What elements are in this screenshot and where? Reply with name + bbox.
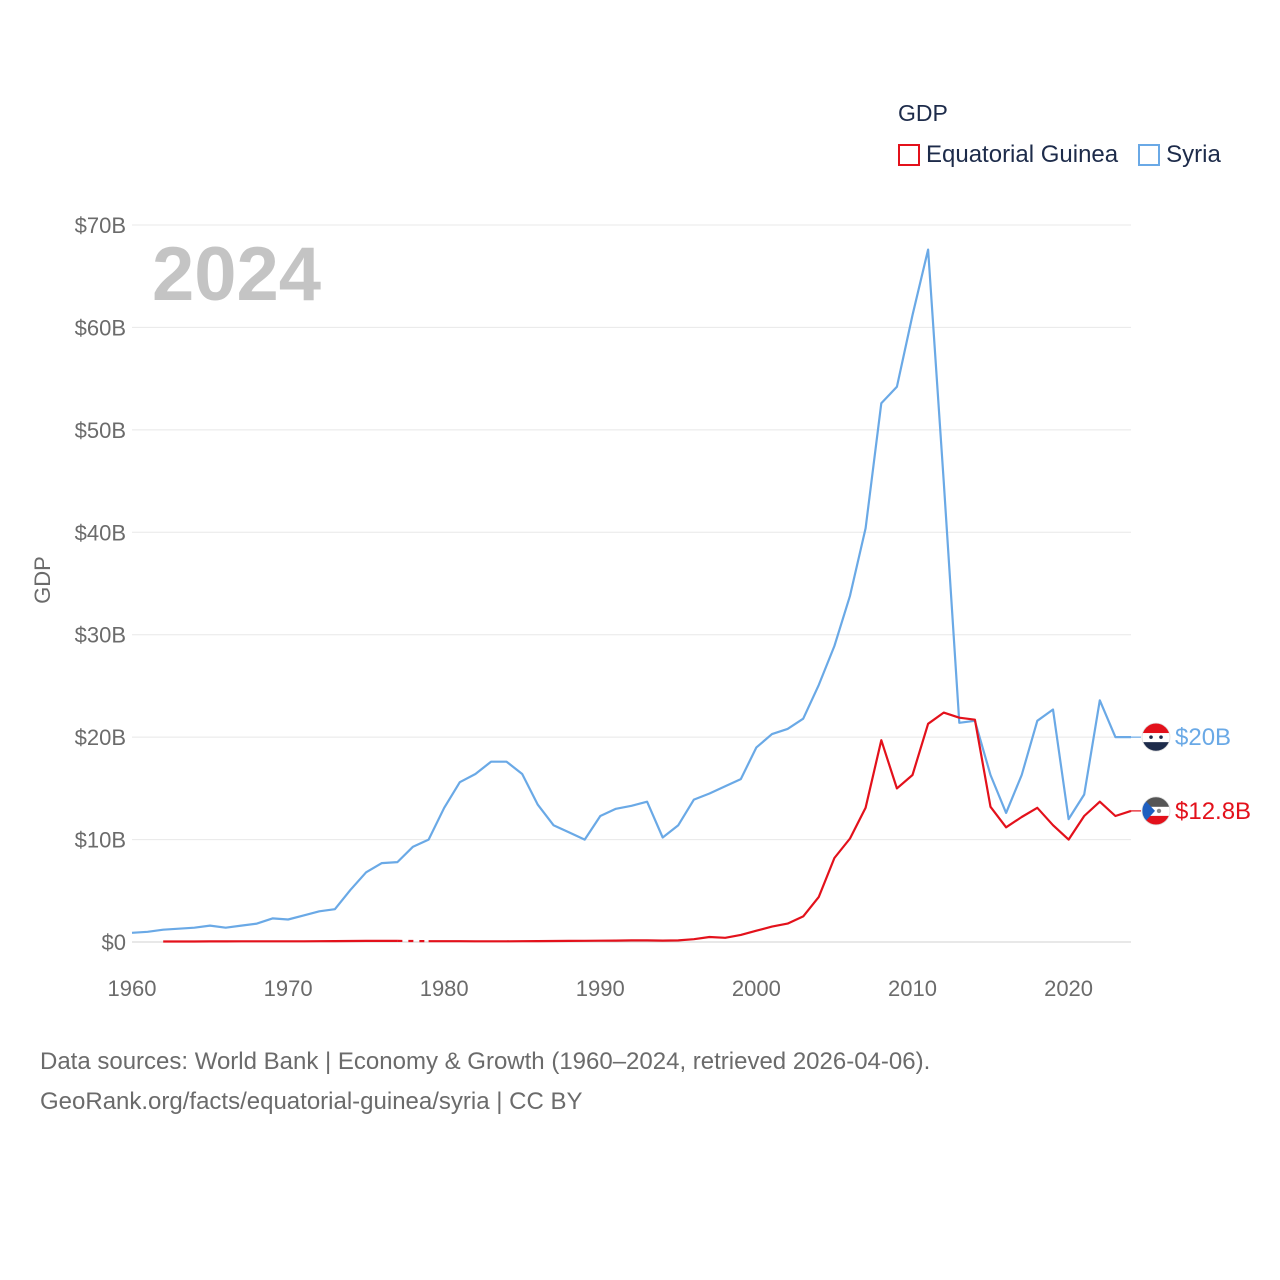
x-tick-label: 2000	[732, 976, 781, 1001]
legend-swatch-syria	[1138, 144, 1161, 166]
end-value-label-equatorial-guinea: $12.8B	[1175, 798, 1251, 825]
legend: GDP Equatorial Guinea Syria	[898, 100, 1221, 169]
x-tick-label: 1970	[264, 976, 313, 1001]
series-line-equatorial-guinea	[428, 711, 1132, 943]
legend-item-syria[interactable]: Syria	[1138, 141, 1221, 169]
y-tick-label: $0	[102, 930, 126, 955]
y-tick-label: $70B	[75, 213, 126, 238]
y-axis: $0 $10B $20B $30B $40B $50B $60B $70B	[75, 213, 126, 955]
source-line: Data sources: World Bank | Economy & Gro…	[40, 1048, 931, 1075]
source-note: Data sources: World Bank | Economy & Gro…	[40, 1042, 930, 1122]
x-tick-label: 1980	[420, 976, 469, 1001]
source-link[interactable]: GeoRank.org/facts/equatorial-guinea/syri…	[40, 1088, 583, 1115]
x-tick-label: 2010	[888, 976, 937, 1001]
legend-label: Syria	[1166, 141, 1221, 168]
legend-swatch-equatorial-guinea	[898, 144, 920, 166]
equatorial-guinea-flag-icon	[1141, 796, 1171, 826]
legend-item-equatorial-guinea[interactable]: Equatorial Guinea	[898, 141, 1118, 169]
y-axis-label: GDP	[30, 556, 55, 604]
legend-title: GDP	[898, 100, 948, 126]
x-tick-label: 2020	[1044, 976, 1093, 1001]
x-axis: 1960 1970 1980 1990 2000 2010 2020	[108, 976, 1094, 1001]
x-tick-label: 1960	[108, 976, 157, 1001]
y-tick-label: $60B	[75, 315, 126, 340]
x-tick-label: 1990	[576, 976, 625, 1001]
syria-flag-icon	[1141, 722, 1171, 752]
y-tick-label: $50B	[75, 418, 126, 443]
grid-lines	[132, 224, 1131, 943]
end-markers: $20B $12.8B	[1131, 722, 1251, 826]
end-value-label-syria: $20B	[1175, 724, 1231, 751]
series-lines	[131, 248, 1132, 943]
series-line-syria	[131, 248, 1131, 934]
year-label: 2024	[152, 232, 321, 317]
y-tick-label: $30B	[75, 623, 126, 648]
legend-label: Equatorial Guinea	[926, 141, 1119, 168]
series-line-equatorial-guinea	[163, 939, 398, 943]
y-tick-label: $10B	[75, 828, 126, 853]
y-tick-label: $40B	[75, 520, 126, 545]
y-tick-label: $20B	[75, 725, 126, 750]
